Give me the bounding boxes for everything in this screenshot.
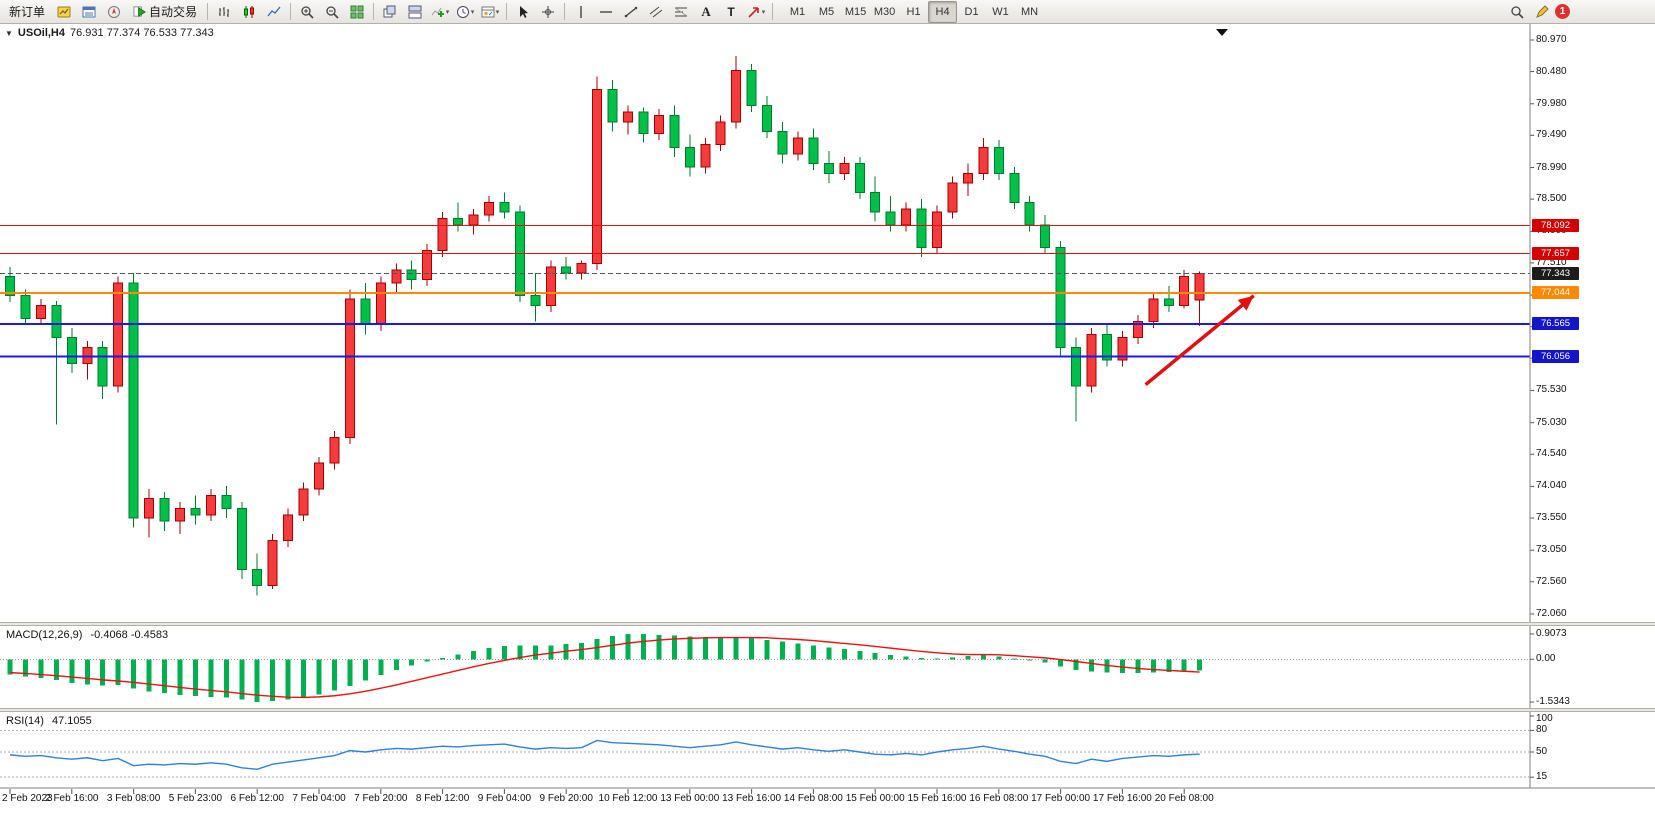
toolbar-separator [290, 3, 292, 20]
fibonacci-tool-icon[interactable] [669, 1, 693, 23]
market-watch-icon[interactable] [52, 1, 76, 23]
channel-tool-icon[interactable] [644, 1, 668, 23]
navigator-icon[interactable] [102, 1, 126, 23]
zoom-out-icon[interactable] [320, 1, 344, 23]
toolbar-separator [373, 3, 375, 20]
candlestick-mode-icon[interactable] [237, 1, 261, 23]
text-tool-icon[interactable]: A [701, 3, 711, 19]
toolbar-separator [772, 3, 774, 20]
timeframe-button-m15[interactable]: M15 [844, 5, 867, 18]
timeframe-button-h1[interactable]: H1 [906, 5, 921, 18]
toolbar-separator [207, 3, 209, 20]
timeframe-button-m1[interactable]: M1 [789, 5, 806, 18]
new-order-button[interactable]: 新订单 [3, 2, 51, 22]
toolbar-separator [506, 3, 508, 20]
bar-chart-mode-icon[interactable] [212, 1, 236, 23]
horizontal-line-tool-icon[interactable] [594, 1, 618, 23]
arrange-windows-icon[interactable] [403, 1, 427, 23]
line-chart-mode-icon[interactable] [262, 1, 286, 23]
data-window-icon[interactable] [77, 1, 101, 23]
search-icon[interactable] [1505, 1, 1529, 23]
timeframe-button-m5[interactable]: M5 [818, 5, 835, 18]
timeframe-button-m30[interactable]: M30 [873, 5, 896, 18]
indicators-dropdown-caret[interactable]: ▾ [445, 8, 450, 16]
autotrading-play-icon [133, 6, 146, 17]
arrow-tool-dropdown-caret[interactable]: ▾ [761, 8, 766, 16]
timeframe-button-d1[interactable]: D1 [964, 5, 979, 18]
timeframe-toolbar: M1 M5 M15 M30 H1 H4 D1 W1 MN [783, 0, 1044, 23]
timeframe-button-mn[interactable]: MN [1020, 5, 1039, 18]
panel-splitter[interactable] [0, 708, 1655, 712]
text-label-tool-icon[interactable]: T [727, 4, 735, 19]
toolbar-separator [564, 3, 566, 20]
timeframe-button-h4[interactable]: H4 [928, 0, 958, 23]
edit-pencil-icon[interactable] [1530, 1, 1554, 23]
templates-icon[interactable]: ▾ [478, 1, 502, 23]
trendline-tool-icon[interactable] [619, 1, 643, 23]
arrow-tool-icon[interactable]: ▾ [744, 1, 768, 23]
templates-dropdown-caret[interactable]: ▾ [495, 8, 500, 16]
tile-windows-icon[interactable] [345, 1, 369, 23]
toolbar: 新订单 自动交易 [0, 0, 1655, 24]
periods-dropdown-caret[interactable]: ▾ [470, 8, 475, 16]
periods-icon[interactable]: ▾ [453, 1, 477, 23]
autotrading-button[interactable]: 自动交易 [127, 2, 203, 22]
zoom-in-icon[interactable] [295, 1, 319, 23]
notification-badge[interactable]: 1 [1555, 4, 1570, 19]
timeframe-button-w1[interactable]: W1 [992, 5, 1009, 18]
crosshair-icon[interactable] [536, 1, 560, 23]
cursor-icon[interactable] [511, 1, 535, 23]
cascade-windows-icon[interactable] [378, 1, 402, 23]
panel-splitter[interactable] [0, 622, 1655, 626]
indicators-icon[interactable]: ▾ [428, 1, 452, 23]
vertical-line-tool-icon[interactable] [569, 1, 593, 23]
